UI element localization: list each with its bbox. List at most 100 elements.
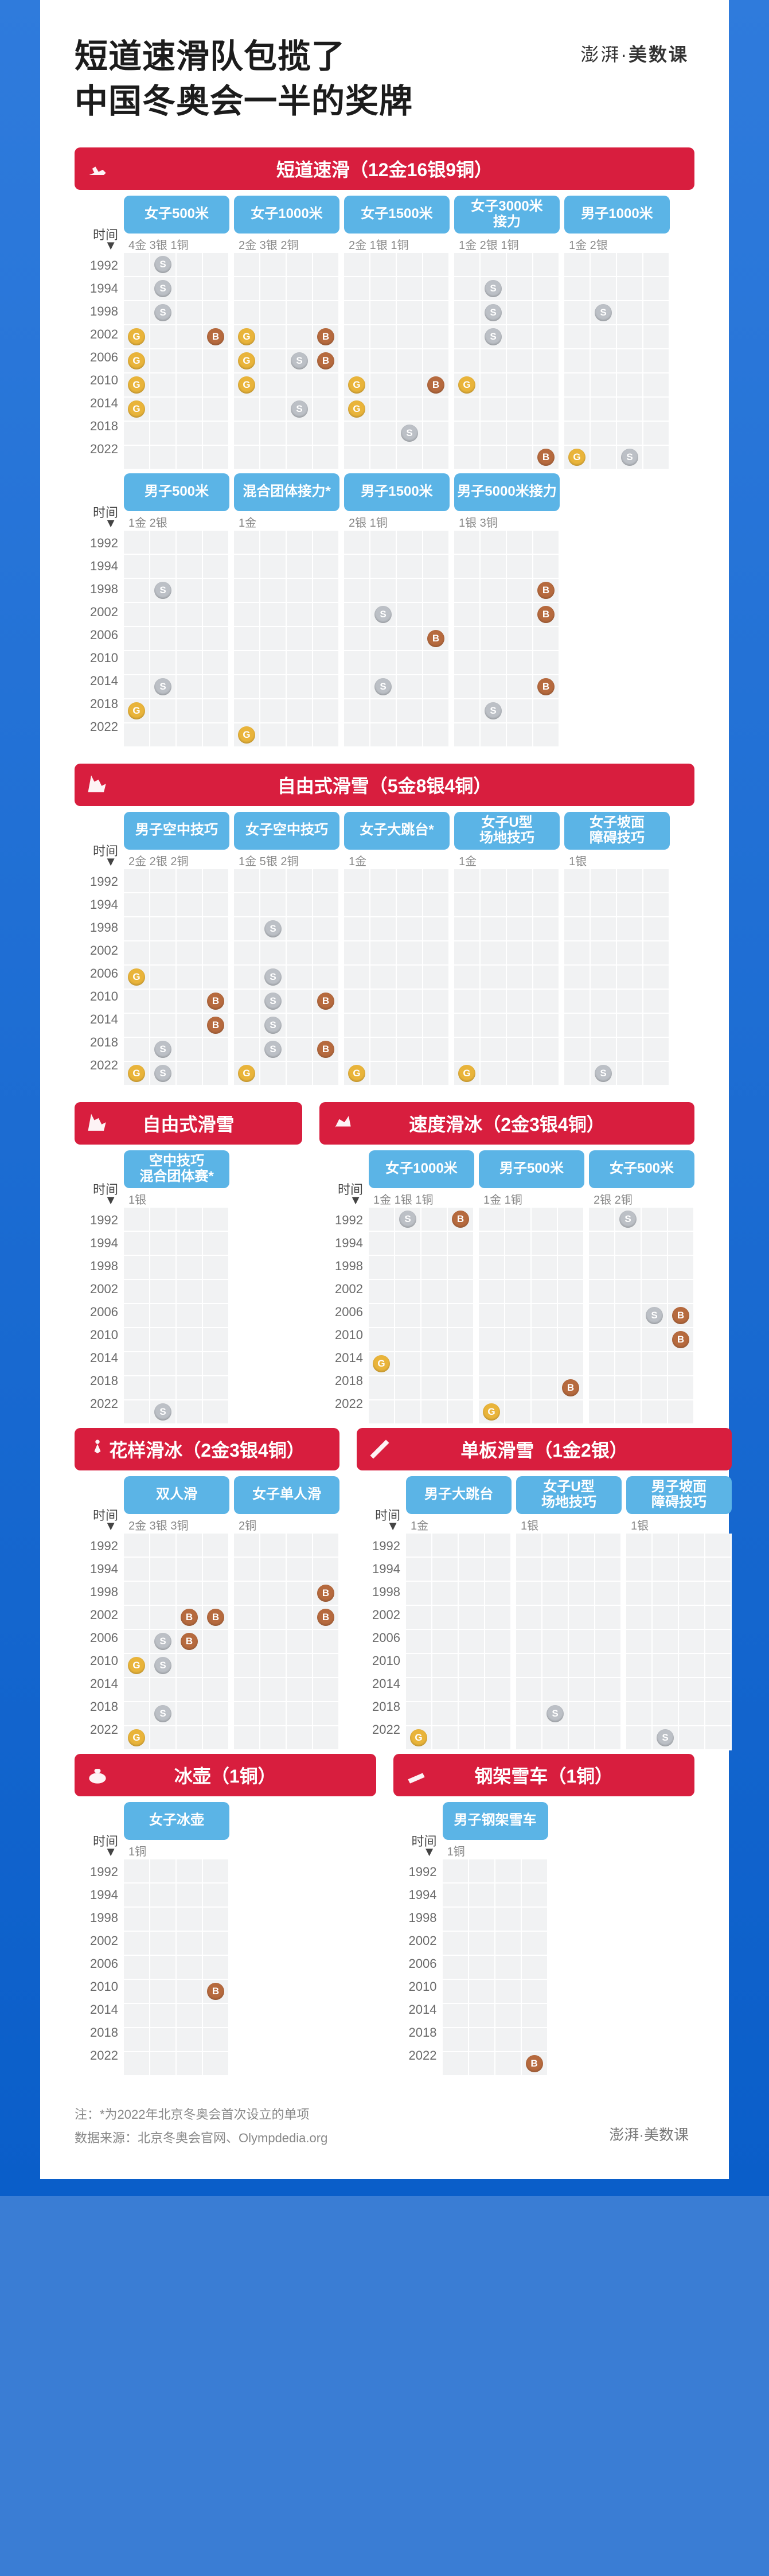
cell-2010-3: B [423, 373, 450, 398]
year-1998: 1998 [75, 1581, 124, 1604]
medal-S: S [485, 280, 502, 297]
year-1998: 1998 [75, 578, 124, 601]
cell-2006-1 [150, 627, 177, 651]
cell-2018-0 [344, 1038, 370, 1062]
cell-1992-2 [287, 869, 313, 893]
cell-1998-0 [454, 579, 481, 603]
event-summary: 1银 3铜 [454, 511, 560, 531]
chart-row: 时间 ▼199219941998200220062010201420182022… [75, 1802, 376, 2076]
year-2006: 2006 [75, 1952, 124, 1975]
cell-2002-0 [124, 1606, 150, 1630]
cell-2018-0 [344, 422, 370, 446]
cell-2006-0 [454, 349, 481, 373]
cell-2014-0 [479, 1352, 505, 1376]
section: 自由式滑雪 时间 ▼199219941998200220062010201420… [75, 1102, 302, 1428]
cell-2022-2 [642, 1400, 668, 1425]
event-header: 男子500米 [479, 1150, 584, 1188]
event-header: 女子U型 场地技巧 [516, 1476, 622, 1514]
cell-2014-2 [507, 675, 533, 699]
cell-1992-2 [287, 253, 313, 277]
cell-2014-1 [150, 1014, 177, 1038]
cell-1994-2 [287, 893, 313, 917]
cell-2010-1 [150, 990, 177, 1014]
cell-1992-3 [313, 531, 339, 555]
cell-2022-3 [203, 446, 229, 470]
medal-grid: S [124, 1208, 229, 1425]
year-1994: 1994 [75, 893, 124, 916]
cell-2022-2 [397, 446, 423, 470]
cell-2006-3 [313, 1630, 339, 1654]
medal-S: S [374, 606, 392, 623]
medal-S: S [154, 256, 171, 273]
cell-1992-1 [260, 531, 287, 555]
cell-1998-3 [203, 301, 229, 325]
cell-2018-1: S [542, 1702, 569, 1726]
cell-2014-3 [423, 398, 450, 422]
cell-2018-1 [481, 422, 507, 446]
dual-row: 自由式滑雪 时间 ▼199219941998200220062010201420… [75, 1102, 694, 1428]
cell-2018-3 [533, 422, 560, 446]
medal-S: S [646, 1307, 663, 1324]
cell-2010-1 [615, 1328, 642, 1352]
section: 自由式滑雪（5金8银4铜） 时间 ▼1992199419982002200620… [75, 764, 694, 1086]
cell-2002-0 [124, 603, 150, 627]
cell-1992-2 [421, 1208, 448, 1232]
cell-1992-3 [533, 253, 560, 277]
cell-1994-2 [617, 893, 643, 917]
cell-2002-2 [287, 603, 313, 627]
medal-grid: S [626, 1534, 732, 1750]
content-card: 短道速滑队包揽了 中国冬奥会一半的奖牌 澎湃·美数课 短道速滑（12金16银9铜… [40, 0, 729, 2179]
cell-2010-3: B [203, 1980, 229, 2004]
medal-S: S [485, 304, 502, 321]
medal-G: G [458, 1065, 475, 1082]
cell-1992-1 [653, 1534, 679, 1558]
cell-1994-1 [615, 1232, 642, 1256]
event-column: 女子U型 场地技巧 1金 G [454, 812, 560, 1086]
event-summary: 1金 1铜 [479, 1188, 584, 1208]
cell-1998-3 [313, 579, 339, 603]
cell-2006-2 [459, 1630, 485, 1654]
cell-2014-1 [150, 398, 177, 422]
cell-1994-2 [397, 277, 423, 301]
cell-1992-2 [177, 1534, 203, 1558]
cell-2002-2 [421, 1280, 448, 1304]
cell-2010-2 [177, 1328, 203, 1352]
cell-2022-3: B [522, 2052, 548, 2076]
cell-1998-1 [370, 579, 397, 603]
year-2006: 2006 [75, 346, 124, 369]
cell-2002-2 [617, 941, 643, 966]
year-2010: 2010 [75, 1649, 124, 1672]
cell-1994-0 [454, 893, 481, 917]
cell-2018-0 [454, 422, 481, 446]
event-summary: 1银 [564, 850, 670, 869]
cell-1994-3 [522, 1884, 548, 1908]
cell-2014-3 [313, 1014, 339, 1038]
cell-2014-3 [448, 1352, 474, 1376]
year-2022: 2022 [393, 2044, 443, 2067]
cell-1994-2 [287, 555, 313, 579]
cell-1998-1 [370, 917, 397, 941]
cell-2006-0 [234, 627, 260, 651]
cell-2006-0 [344, 349, 370, 373]
cell-2010-3 [313, 373, 339, 398]
medal-S: S [154, 582, 171, 599]
cell-2014-0 [234, 675, 260, 699]
cell-2006-0 [234, 966, 260, 990]
cell-1998-1 [653, 1582, 679, 1606]
medal-S: S [154, 1657, 171, 1674]
cell-2010-0: G [124, 373, 150, 398]
cell-1998-3: B [313, 1582, 339, 1606]
cell-2006-1 [370, 627, 397, 651]
medal-G: G [128, 376, 145, 394]
cell-1992-2 [177, 1208, 203, 1232]
cell-2018-1 [469, 2028, 495, 2052]
event-header: 男子500米 [124, 473, 229, 511]
event-column: 男子500米 1金 1铜 BG [479, 1150, 584, 1425]
cell-1992-1 [432, 1534, 459, 1558]
medal-grid: G [454, 869, 560, 1086]
event-summary: 1铜 [124, 1840, 229, 1859]
cell-2002-1 [260, 603, 287, 627]
cell-2018-1 [370, 422, 397, 446]
medal-G: G [128, 400, 145, 418]
medal-B: B [427, 630, 444, 647]
